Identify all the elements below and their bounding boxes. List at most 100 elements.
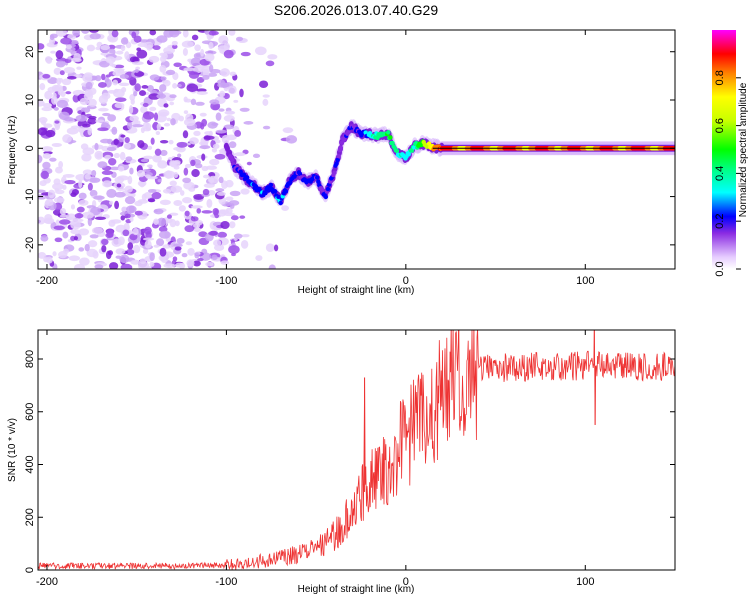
noise-blob <box>89 177 101 183</box>
noise-blob <box>128 105 134 115</box>
noise-blob <box>202 174 210 179</box>
y-tick-label: 0 <box>24 145 36 151</box>
noise-blob <box>211 147 218 153</box>
noise-blob <box>220 68 230 77</box>
signal-core <box>338 145 344 150</box>
signal-core <box>411 145 417 150</box>
noise-blob <box>183 118 196 127</box>
noise-blob <box>240 51 251 57</box>
noise-blob <box>97 107 109 112</box>
noise-blob <box>177 153 182 158</box>
noise-blob <box>78 247 85 252</box>
noise-blob <box>209 64 214 73</box>
x-tick-label: 100 <box>576 275 594 287</box>
noise-blob <box>201 210 213 214</box>
noise-blob <box>203 183 215 188</box>
noise-blob <box>139 258 147 265</box>
noise-blob <box>267 54 278 60</box>
snr-xlabel: Height of straight line (km) <box>298 584 415 595</box>
noise-blob <box>38 43 45 50</box>
noise-blob <box>273 244 279 252</box>
noise-blob <box>225 110 235 115</box>
noise-blob <box>129 115 139 122</box>
noise-blob <box>88 30 99 33</box>
noise-blob <box>82 147 95 155</box>
noise-blob <box>203 135 215 140</box>
noise-blob <box>135 66 141 70</box>
noise-blob <box>147 188 157 193</box>
noise-blob <box>159 64 167 73</box>
noise-blob <box>139 90 147 97</box>
spectrogram-frame <box>37 29 676 270</box>
noise-blob <box>133 90 138 97</box>
noise-blob <box>166 214 172 219</box>
noise-blob <box>101 122 109 128</box>
noise-blob <box>239 88 244 98</box>
noise-blob <box>55 60 66 68</box>
noise-blob <box>85 81 93 90</box>
noise-blob <box>190 159 196 167</box>
noise-blob <box>105 56 116 64</box>
noise-blob <box>70 204 76 210</box>
noise-blob <box>262 98 269 106</box>
noise-blob <box>42 161 51 169</box>
noise-blob <box>219 209 230 215</box>
noise-blob <box>114 102 125 109</box>
noise-blob <box>129 56 139 63</box>
noise-blob <box>255 255 263 261</box>
y-tick-label: 800 <box>24 350 36 368</box>
noise-blob <box>141 85 149 89</box>
noise-blob <box>111 30 119 38</box>
noise-blob <box>125 156 133 162</box>
noise-blob <box>98 94 109 104</box>
noise-blob <box>179 262 186 269</box>
noise-blob <box>66 213 77 220</box>
noise-blob <box>157 160 168 169</box>
noise-blob <box>142 111 155 120</box>
noise-blob <box>195 53 201 57</box>
noise-blob <box>158 230 171 239</box>
noise-blob <box>239 107 250 112</box>
noise-blob <box>176 237 185 244</box>
noise-blob <box>114 176 125 184</box>
noise-blob <box>40 170 49 180</box>
noise-blob <box>174 246 182 251</box>
noise-blob <box>106 229 114 238</box>
noise-blob <box>112 79 119 86</box>
noise-blob <box>228 30 236 36</box>
noise-blob <box>84 243 90 252</box>
noise-blob <box>112 70 123 77</box>
noise-blob <box>195 101 205 106</box>
noise-blob <box>216 191 226 196</box>
noise-blob <box>265 243 275 252</box>
noise-blob <box>181 197 193 204</box>
noise-blob <box>66 127 79 135</box>
noise-blob <box>124 51 130 60</box>
noise-blob <box>234 130 242 137</box>
noise-blob <box>218 108 225 112</box>
noise-blob <box>165 69 176 76</box>
noise-blob <box>193 223 201 228</box>
noise-blob <box>169 180 177 186</box>
noise-blob <box>159 140 169 144</box>
noise-blob <box>173 199 183 206</box>
noise-blob <box>207 189 216 196</box>
noise-blob <box>106 146 117 152</box>
noise-blob <box>162 188 172 194</box>
noise-blob <box>169 160 181 168</box>
noise-blob <box>126 205 137 214</box>
colorbar-gradient <box>712 30 736 269</box>
noise-blob <box>54 120 60 124</box>
noise-blob <box>101 245 107 253</box>
noise-blob <box>133 244 141 254</box>
noise-blob <box>183 96 188 103</box>
noise-blob <box>160 76 167 81</box>
noise-blob <box>159 52 168 57</box>
noise-blob <box>125 248 135 256</box>
noise-blob <box>93 195 105 200</box>
noise-blob <box>163 103 169 108</box>
noise-blob <box>228 141 237 149</box>
noise-blob <box>111 63 117 68</box>
noise-blob <box>115 248 126 255</box>
noise-blob <box>282 127 294 134</box>
